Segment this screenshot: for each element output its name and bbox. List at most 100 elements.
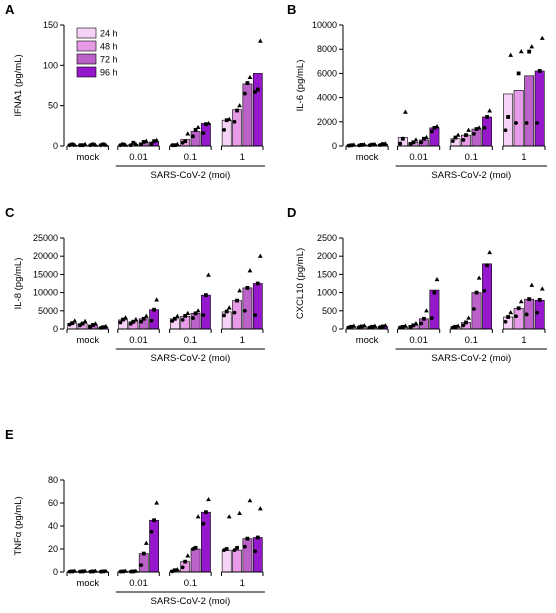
data-point-square xyxy=(255,281,260,286)
data-point-square xyxy=(349,324,354,329)
y-tick-label: 40 xyxy=(48,521,58,531)
y-tick-label: 20 xyxy=(48,544,58,554)
data-point-triangle xyxy=(206,120,211,126)
y-axis-title: TNFα (pg/mL) xyxy=(13,496,24,555)
data-point-circle xyxy=(419,140,424,145)
data-point-circle xyxy=(472,307,476,311)
data-point-square xyxy=(453,324,458,329)
data-point-triangle xyxy=(476,125,482,130)
data-point-triangle xyxy=(185,553,191,558)
group-label: 0.01 xyxy=(129,152,148,163)
group-label: 0.1 xyxy=(184,335,197,346)
data-point-triangle xyxy=(361,142,367,147)
bar xyxy=(138,553,149,573)
data-point-triangle xyxy=(174,141,180,146)
data-point-triangle xyxy=(487,249,493,255)
data-point-square xyxy=(121,317,125,322)
data-point-square xyxy=(359,324,364,329)
legend-swatch xyxy=(76,40,97,52)
group-label: mock xyxy=(76,335,99,346)
data-point-circle xyxy=(242,544,247,549)
x-axis-title: SARS-CoV-2 (moi) xyxy=(151,596,231,607)
data-point-triangle xyxy=(206,272,211,277)
data-point-circle xyxy=(503,319,508,324)
data-point-circle xyxy=(191,134,195,139)
data-point-square xyxy=(80,569,85,574)
x-axis-title: SARS-CoV-2 (moi) xyxy=(151,353,231,364)
data-point-triangle xyxy=(351,323,357,328)
group-label: 0.1 xyxy=(465,152,478,163)
data-point-triangle xyxy=(539,35,545,40)
data-point-square xyxy=(131,140,136,145)
bar xyxy=(190,548,201,573)
data-point-square xyxy=(359,143,364,147)
data-point-circle xyxy=(149,318,154,323)
y-tick-label: 0 xyxy=(53,141,58,151)
panel-letter: B xyxy=(287,2,296,17)
data-point-square xyxy=(527,297,532,302)
legend-label: 96 h xyxy=(100,68,118,78)
data-point-square xyxy=(101,569,106,574)
data-point-square xyxy=(370,142,375,147)
data-point-circle xyxy=(482,125,487,130)
y-axis-title: IL-6 (pg/mL) xyxy=(295,60,306,112)
data-point-square xyxy=(70,569,75,574)
legend-label: 48 h xyxy=(100,42,118,52)
data-point-square xyxy=(193,127,198,132)
data-point-square xyxy=(245,81,250,85)
group-label: 1 xyxy=(240,578,245,589)
data-point-circle xyxy=(461,138,466,142)
data-point-triangle xyxy=(195,308,201,313)
bar xyxy=(201,511,211,573)
y-tick-label: 0 xyxy=(332,141,337,151)
y-tick-label: 50 xyxy=(48,101,58,111)
data-point-square xyxy=(204,293,208,298)
data-point-triangle xyxy=(518,49,524,54)
data-point-triangle xyxy=(413,137,419,142)
data-point-triangle xyxy=(424,308,429,313)
data-point-circle xyxy=(535,121,539,125)
data-point-square xyxy=(101,325,106,330)
data-point-square xyxy=(245,536,250,541)
bar xyxy=(534,70,545,147)
data-point-square xyxy=(380,324,385,329)
data-point-square xyxy=(80,321,85,326)
data-point-triangle xyxy=(257,38,263,43)
data-point-circle xyxy=(139,563,144,567)
data-point-triangle xyxy=(206,496,211,502)
data-point-triangle xyxy=(226,514,232,519)
bar xyxy=(482,116,492,147)
data-point-circle xyxy=(180,565,185,570)
group-label: 0.01 xyxy=(129,335,148,346)
y-axis-title: CXCL10 (pg/mL) xyxy=(295,248,306,319)
legend-label: 72 h xyxy=(100,55,118,65)
data-point-circle xyxy=(514,121,518,125)
y-tick-label: 500 xyxy=(322,306,337,316)
bar xyxy=(242,287,253,330)
y-tick-label: 4000 xyxy=(317,93,337,103)
y-tick-label: 0 xyxy=(53,324,58,334)
data-point-square xyxy=(235,108,239,113)
data-point-square xyxy=(152,307,156,312)
data-point-square xyxy=(506,115,511,119)
bar xyxy=(221,119,232,147)
data-point-triangle xyxy=(143,313,149,318)
data-point-circle xyxy=(201,313,206,318)
y-tick-label: 15000 xyxy=(33,269,58,279)
data-point-circle xyxy=(253,313,258,318)
data-point-triangle xyxy=(413,320,419,326)
data-point-square xyxy=(255,87,260,92)
data-point-square xyxy=(400,136,405,141)
chart-panel-d: D 0 500 1000 1500 2000 2500 CXCL10 (pg/mL) mock 0… xyxy=(287,205,547,364)
data-point-square xyxy=(152,518,156,523)
bar xyxy=(221,549,232,573)
data-point-triangle xyxy=(195,124,201,130)
data-point-square xyxy=(400,324,405,329)
data-point-square xyxy=(537,69,542,73)
chart-panel-b: B 0 2000 4000 6000 8000 10000 IL-6 (pg/mL) mock 0… xyxy=(287,2,547,181)
legend-swatch xyxy=(76,53,97,65)
data-point-square xyxy=(121,569,125,574)
data-point-square xyxy=(432,125,437,130)
group-label: 0.01 xyxy=(409,335,428,346)
